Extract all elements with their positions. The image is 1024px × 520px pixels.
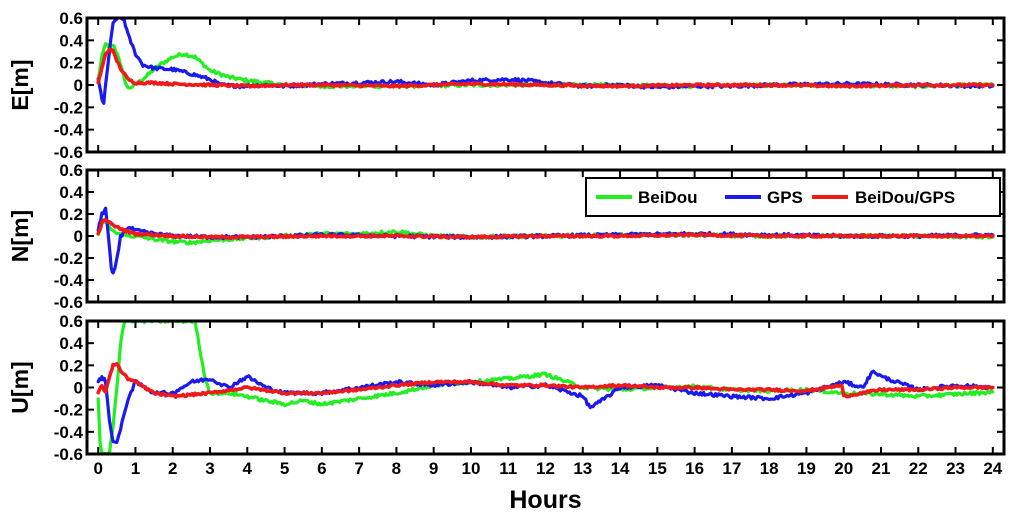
x-tick-label: 8	[392, 459, 401, 478]
legend: BeiDou GPS BeiDou/GPS	[585, 177, 1001, 217]
x-tick-label: 16	[685, 459, 704, 478]
x-tick-label: 13	[573, 459, 592, 478]
y-tick-label: -0.4	[54, 121, 84, 140]
x-tick-label: 10	[461, 459, 480, 478]
x-tick-label: 11	[499, 459, 517, 478]
y-tick-label: 0.4	[59, 183, 83, 202]
panel-3-series-group	[96, 321, 995, 454]
y-tick-label: -0.2	[54, 401, 83, 420]
y-tick-label: -0.4	[54, 423, 84, 442]
legend-label: BeiDou	[638, 188, 698, 207]
legend-label: BeiDou/GPS	[855, 188, 955, 207]
x-tick-label: 5	[280, 459, 289, 478]
y-tick-label: 0.6	[59, 312, 83, 331]
x-tick-label: 4	[243, 459, 253, 478]
y-tick-label: 0.6	[59, 161, 83, 180]
x-tick-label: 22	[909, 459, 928, 478]
y-tick-label: 0.6	[59, 9, 83, 28]
y-tick-label: 0.2	[59, 54, 83, 73]
y-axis-label: E[m]	[7, 59, 33, 110]
x-tick-label: 9	[429, 459, 438, 478]
legend-label: GPS	[767, 188, 803, 207]
x-tick-label: 0	[93, 459, 102, 478]
x-tick-label: 17	[722, 459, 741, 478]
y-tick-label: 0.2	[59, 356, 83, 375]
x-tick-label: 12	[536, 459, 555, 478]
series-line-gps-panel-1	[96, 18, 995, 105]
x-tick-label: 14	[611, 459, 630, 478]
y-tick-label: 0.4	[59, 334, 83, 353]
x-tick-label: 20	[834, 459, 853, 478]
x-tick-label: 1	[131, 459, 140, 478]
x-tick-label: 23	[946, 459, 965, 478]
series-line-gps-panel-3	[96, 369, 995, 444]
x-tick-label: 2	[168, 459, 177, 478]
y-axis-label: U[m]	[7, 361, 33, 413]
y-tick-label: -0.2	[54, 98, 83, 117]
y-axis-label: N[m]	[7, 210, 33, 262]
x-axis-label: Hours	[509, 486, 581, 514]
x-tick-label: 24	[983, 459, 1002, 478]
series-line-beidou-panel-2	[96, 217, 995, 246]
x-tick-label: 3	[205, 459, 214, 478]
y-tick-label: -0.6	[54, 445, 83, 464]
y-tick-label: 0	[74, 227, 83, 246]
panel-2-series-group	[96, 206, 995, 275]
y-tick-label: 0	[74, 76, 83, 95]
series-line-beidou-gps-panel-3	[96, 362, 995, 399]
legend-box	[585, 177, 1001, 217]
x-tick-label: 18	[760, 459, 779, 478]
y-tick-label: -0.6	[54, 143, 83, 162]
series-line-beidou-gps-panel-1	[96, 47, 995, 89]
x-tick-label: 19	[797, 459, 816, 478]
y-tick-label: 0	[74, 379, 83, 398]
x-tick-label: 15	[648, 459, 667, 478]
y-tick-label: -0.6	[54, 293, 83, 312]
x-tick-label: 21	[872, 459, 891, 478]
y-tick-label: 0.2	[59, 205, 83, 224]
y-tick-label: 0.4	[59, 31, 83, 50]
panel-1-series-group	[96, 18, 995, 105]
x-tick-label: 7	[354, 459, 363, 478]
y-tick-label: -0.2	[54, 249, 83, 268]
x-tick-label: 6	[317, 459, 326, 478]
series-line-beidou-gps-panel-2	[96, 218, 995, 240]
y-tick-label: -0.4	[54, 271, 84, 290]
